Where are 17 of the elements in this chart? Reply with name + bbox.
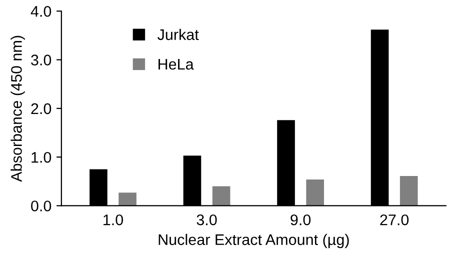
x-tick-label: 9.0 bbox=[290, 214, 311, 226]
y-tick-label: 4.0 bbox=[30, 6, 52, 17]
legend-label: Jurkat bbox=[158, 28, 199, 40]
legend-label: HeLa bbox=[158, 59, 194, 70]
y-tick-label: 3.0 bbox=[31, 54, 52, 66]
bar bbox=[212, 186, 230, 206]
x-tick-label: 3.0 bbox=[196, 214, 217, 226]
bar bbox=[118, 192, 136, 206]
x-tick-label: 1.0 bbox=[104, 214, 124, 226]
bar bbox=[306, 179, 324, 206]
x-axis-title: Nuclear Extract Amount (µg) bbox=[158, 234, 349, 248]
y-axis-title: Absorbance (450 nm) bbox=[10, 36, 25, 182]
x-tick-label: 27.0 bbox=[380, 214, 409, 226]
y-tick-label: 0.0 bbox=[31, 200, 52, 212]
y-tick-label: 1.0 bbox=[32, 152, 52, 163]
bar bbox=[400, 176, 418, 206]
y-tick-label: 2.0 bbox=[31, 103, 52, 114]
